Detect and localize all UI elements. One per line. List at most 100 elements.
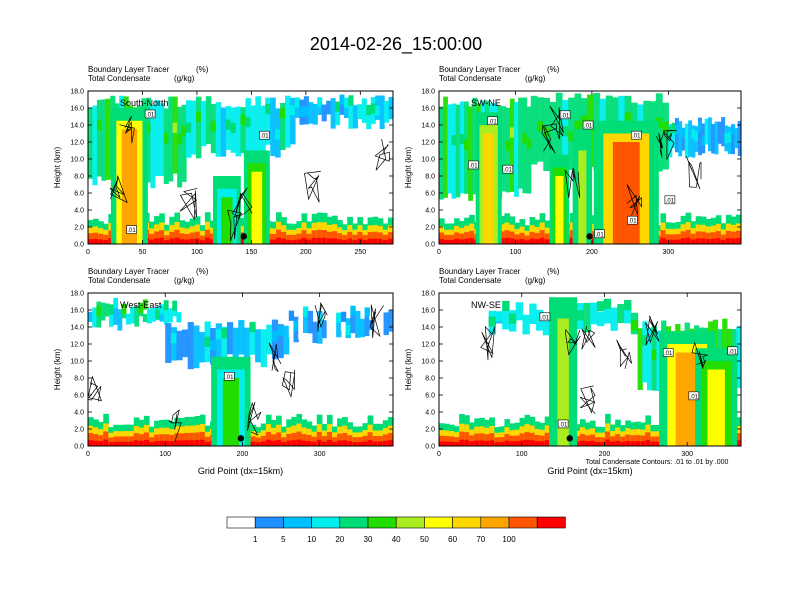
anvil-core xyxy=(701,135,706,146)
bl-layer xyxy=(291,234,298,244)
bl-layer xyxy=(377,232,384,244)
bl-layer xyxy=(342,235,348,244)
bl-layer xyxy=(138,440,145,446)
anvil-core xyxy=(662,122,669,133)
anvil-core xyxy=(624,300,632,311)
anvil-cell xyxy=(142,313,148,323)
anvil-cell xyxy=(308,102,314,124)
bl-layer xyxy=(271,434,277,446)
condensate-contour xyxy=(626,184,642,216)
bl-layer xyxy=(605,431,611,446)
bl-layer xyxy=(735,238,741,244)
colorbar-swatch xyxy=(311,516,341,529)
bl-layer xyxy=(590,231,596,244)
bl-layer xyxy=(529,238,536,244)
bl-layer xyxy=(179,440,186,446)
bl-layer xyxy=(439,232,445,244)
bl-layer xyxy=(534,434,541,446)
bl-layer xyxy=(377,436,384,446)
bl-layer xyxy=(332,437,338,446)
bl-layer xyxy=(276,439,282,446)
colorbar: 1 5 10 20 30 40 50 60 70 100 xyxy=(226,516,566,544)
panel-frame xyxy=(87,292,394,447)
contour-label-box xyxy=(630,130,642,140)
bl-layer xyxy=(459,239,465,244)
bl-layer xyxy=(367,439,374,446)
anvil-core xyxy=(509,127,515,138)
anvil-core xyxy=(505,140,511,151)
bl-layer xyxy=(705,232,712,244)
anvil-core xyxy=(522,133,528,144)
contour-title: Total Condensate xyxy=(439,276,502,285)
colorbar-swatch xyxy=(536,516,566,529)
anvil-cell xyxy=(255,96,261,158)
contour-footnote: Total Condensate Contours: .01 to .01 by… xyxy=(586,459,729,466)
bl-layer xyxy=(504,440,511,446)
contour-label-box xyxy=(468,160,479,170)
anvil-cell xyxy=(529,303,537,325)
bl-layer xyxy=(286,234,292,244)
bl-layer xyxy=(509,441,516,446)
anvil-core xyxy=(526,138,532,149)
bl-layer xyxy=(276,432,282,446)
y-tick-label: 10.0 xyxy=(70,157,84,164)
x-tick-label: 0 xyxy=(437,249,441,256)
colorbar-level: 40 xyxy=(392,535,401,544)
bl-layer xyxy=(311,230,318,244)
bl-layer xyxy=(372,238,379,244)
bl-layer xyxy=(199,439,206,446)
contour-label: .01 xyxy=(541,315,550,321)
contour-label: .01 xyxy=(729,349,738,355)
anvil-core xyxy=(691,129,696,140)
contour-label: .01 xyxy=(690,394,699,400)
bl-layer xyxy=(306,434,313,446)
bl-layer xyxy=(189,238,196,244)
bl-layer xyxy=(514,435,521,446)
anvil-cell xyxy=(172,96,178,174)
bl-layer xyxy=(265,439,272,446)
bl-layer xyxy=(685,229,692,244)
anvil-cell xyxy=(134,305,140,327)
anvil-core xyxy=(230,122,237,133)
bl-layer xyxy=(260,441,267,446)
bl-layer xyxy=(574,441,581,446)
anvil-cell xyxy=(655,93,663,172)
x-axis-label: Grid Point (dx=15km) xyxy=(198,466,283,476)
bl-layer xyxy=(286,239,292,244)
anvil-cell xyxy=(109,313,114,327)
contour-label: .01 xyxy=(488,119,497,125)
bl-layer xyxy=(640,441,646,446)
bl-layer xyxy=(444,441,450,446)
anvil-core xyxy=(121,303,127,315)
bl-layer xyxy=(529,440,536,446)
anvil-core xyxy=(317,97,323,108)
anvil-cell xyxy=(226,322,234,355)
contour-label-box xyxy=(688,391,700,401)
anvil-core xyxy=(345,324,351,336)
bl-layer xyxy=(600,442,606,446)
anvil-core xyxy=(299,106,305,117)
y-tick-label: 16.0 xyxy=(421,308,435,315)
anvil-cell xyxy=(515,302,524,321)
bl-layer xyxy=(347,238,353,244)
condensate-contour xyxy=(268,342,282,372)
bl-layer xyxy=(469,230,475,244)
bl-layer xyxy=(377,238,384,244)
bl-layer xyxy=(204,229,211,244)
bl-layer xyxy=(93,440,99,446)
x-tick-label: 100 xyxy=(510,249,522,256)
y-tick-label: 6.0 xyxy=(425,191,435,198)
bl-layer xyxy=(539,435,546,446)
bl-layer xyxy=(544,233,551,244)
anvil-cell xyxy=(357,104,363,120)
anvil-cell xyxy=(388,310,393,332)
anvil-core xyxy=(145,122,151,133)
anvil-cell xyxy=(378,323,385,331)
colorbar-swatch xyxy=(395,516,425,529)
x-tick-label: 150 xyxy=(246,249,258,256)
bl-layer xyxy=(444,234,450,244)
anvil-core xyxy=(113,297,119,309)
bl-layer xyxy=(250,441,257,446)
condensate-contour xyxy=(691,341,709,369)
anvil-core xyxy=(674,124,679,135)
